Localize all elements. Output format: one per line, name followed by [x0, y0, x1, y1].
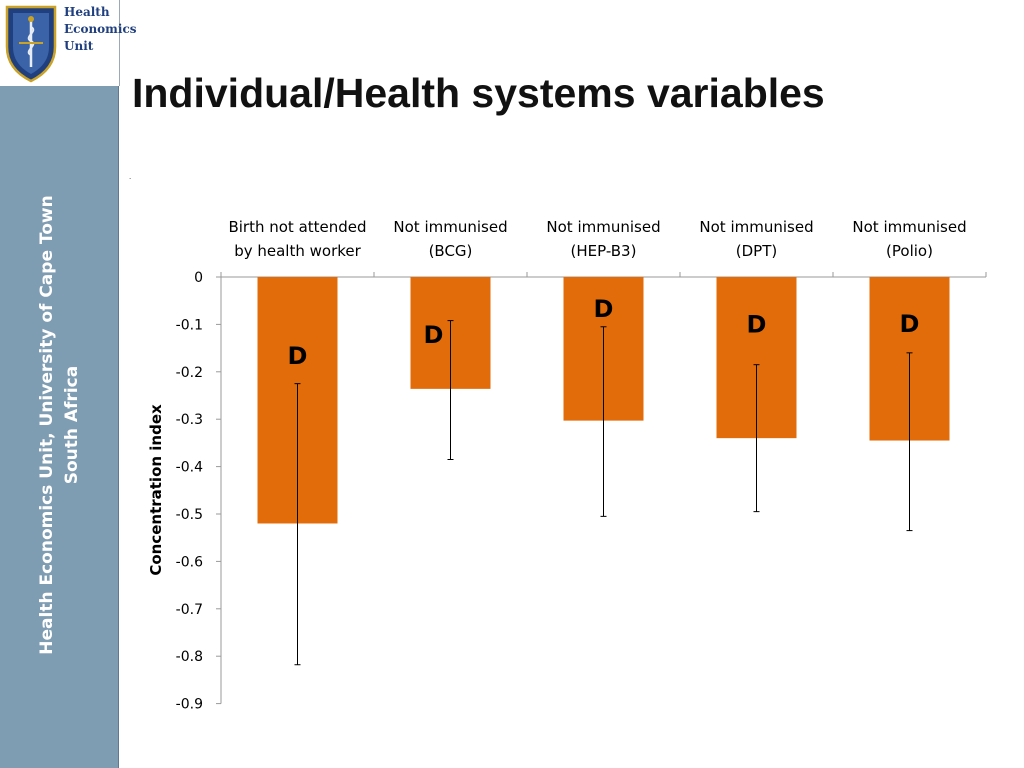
- sidebar-band: [0, 86, 119, 768]
- category-label: (DPT): [736, 242, 777, 260]
- logo-line-2: Economics: [64, 22, 137, 36]
- y-tick-label: -0.1: [176, 317, 203, 333]
- y-tick-label: -0.3: [176, 412, 203, 428]
- shield-icon: [5, 5, 57, 83]
- category-label: Not immunised: [546, 218, 660, 236]
- logo-line-1: Health: [64, 5, 110, 19]
- data-label: D: [900, 310, 920, 338]
- category-label: Not immunised: [699, 218, 813, 236]
- category-label: (BCG): [429, 242, 473, 260]
- data-label: D: [747, 310, 767, 338]
- page-title: Individual/Health systems variables: [132, 70, 825, 116]
- category-label: Not immunised: [393, 218, 507, 236]
- category-label: by health worker: [234, 242, 361, 260]
- y-tick-label: -0.8: [176, 649, 203, 665]
- category-label: (Polio): [886, 242, 933, 260]
- y-tick-label: -0.4: [176, 460, 203, 476]
- category-label: Birth not attended: [228, 218, 366, 236]
- y-tick-label: -0.2: [176, 365, 203, 381]
- data-label: D: [288, 342, 308, 370]
- logo: Health Economics Unit: [0, 0, 137, 86]
- data-label: D: [424, 321, 444, 349]
- y-tick-label: -0.9: [176, 697, 203, 713]
- logo-line-3: Unit: [64, 39, 94, 53]
- y-tick-label: 0: [194, 270, 203, 286]
- stray-mark: .: [129, 172, 132, 181]
- y-axis-title: Concentration index: [147, 404, 165, 576]
- y-tick-label: -0.7: [176, 602, 203, 618]
- logo-text: Health Economics Unit: [64, 4, 137, 55]
- data-label: D: [594, 295, 614, 323]
- y-tick-label: -0.6: [176, 554, 203, 570]
- y-tick-label: -0.5: [176, 507, 203, 523]
- category-label: (HEP-B3): [571, 242, 637, 260]
- category-label: Not immunised: [852, 218, 966, 236]
